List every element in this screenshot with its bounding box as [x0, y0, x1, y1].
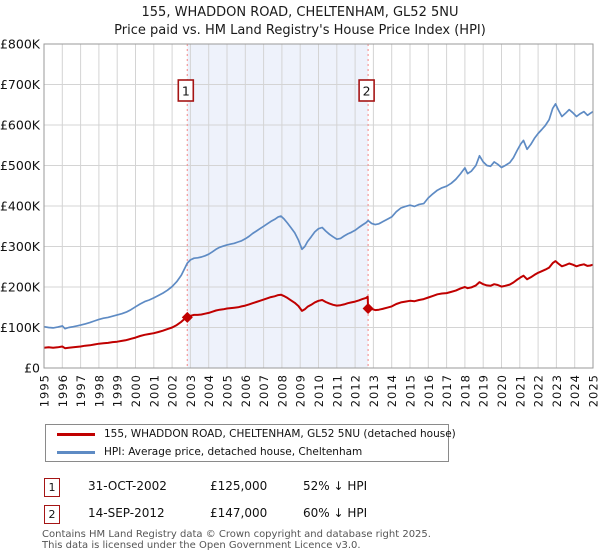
hpi-line [43, 103, 594, 330]
sale-marker-diamond [362, 303, 374, 314]
x-axis-tick-label: 2000 [129, 374, 143, 407]
x-axis-tick-label: 1998 [92, 374, 106, 407]
sale-marker-diamond [181, 311, 193, 323]
transaction-2-number: 2 [44, 505, 60, 524]
red-line-swatch [57, 432, 95, 436]
sale-number-label: 1 [182, 84, 190, 99]
plot-border [43, 43, 594, 369]
x-axis-tick-label: 2003 [184, 374, 198, 407]
legend-item-hpi: HPI: Average price, detached house, Chel… [46, 443, 448, 461]
x-axis-tick-label: 2020 [495, 374, 509, 407]
sale-number-box [358, 79, 375, 102]
x-axis-tick-label: 2012 [349, 374, 363, 407]
y-axis-tick-label: £0 [24, 361, 40, 376]
legend-label-hpi: HPI: Average price, detached house, Chel… [104, 446, 363, 458]
x-axis-tick-label: 2025 [587, 374, 600, 407]
y-axis-tick-label: £700K [0, 77, 41, 92]
x-axis-tick-label: 1995 [38, 374, 52, 407]
transaction-2-hpi-diff: 60% ↓ HPI [303, 506, 368, 520]
price-paid-line [43, 260, 594, 350]
x-axis-tick-label: 2021 [513, 374, 527, 407]
x-axis-tick-label: 2017 [440, 374, 454, 407]
x-axis-tick-label: 2023 [550, 374, 564, 407]
x-axis-tick-label: 2002 [166, 374, 180, 407]
x-axis-tick-label: 2009 [294, 374, 308, 407]
copyright-line-2: This data is licensed under the Open Gov… [42, 540, 361, 551]
legend-item-property: 155, WHADDON ROAD, CHELTENHAM, GL52 5NU … [46, 425, 456, 443]
sale-number-box [177, 79, 195, 102]
y-axis-tick-label: £500K [0, 158, 41, 173]
x-axis-tick-label: 2022 [532, 374, 546, 407]
transaction-1-date: 31-OCT-2002 [88, 479, 167, 493]
copyright-line-1: Contains HM Land Registry data © Crown c… [42, 529, 431, 540]
x-axis-tick-label: 2019 [477, 374, 491, 407]
x-axis-tick-label: 2011 [330, 374, 344, 407]
x-axis-tick-label: 2004 [202, 374, 216, 407]
x-axis-tick-label: 2024 [568, 374, 582, 407]
x-axis-tick-label: 2016 [422, 374, 436, 407]
y-axis-tick-label: £100K [0, 320, 41, 335]
y-axis-tick-label: £300K [0, 239, 41, 254]
x-axis-tick-label: 2001 [147, 374, 161, 407]
y-axis-tick-label: £600K [0, 118, 41, 133]
sale-number-label: 2 [363, 84, 371, 99]
transaction-1-number: 1 [44, 478, 60, 497]
x-axis-tick-label: 2006 [239, 374, 253, 407]
price-history-chart: 1 2 £0 £100K £200K £300K £400K £500K £600K £700K £… [0, 37, 600, 408]
legend-label-property: 155, WHADDON ROAD, CHELTENHAM, GL52 5NU … [104, 428, 456, 440]
x-axis-tick-label: 2015 [404, 374, 418, 407]
x-axis-tick-label: 1997 [74, 374, 88, 407]
x-axis-tick-label: 2008 [275, 374, 289, 407]
transaction-2-date: 14-SEP-2012 [88, 506, 165, 520]
page-subtitle: Price paid vs. HM Land Registry's House … [114, 23, 486, 38]
transaction-1-hpi-diff: 52% ↓ HPI [303, 479, 368, 493]
x-axis-tick-label: 2010 [312, 374, 326, 407]
y-axis-tick-label: £800K [0, 37, 41, 52]
x-axis-tick-label: 2013 [367, 374, 381, 407]
blue-line-swatch [57, 450, 95, 454]
page-title: 155, WHADDON ROAD, CHELTENHAM, GL52 5NU [141, 5, 459, 20]
chart-legend: 155, WHADDON ROAD, CHELTENHAM, GL52 5NU … [45, 424, 456, 462]
x-axis-tick-label: 2018 [458, 374, 472, 407]
transaction-2-price: £147,000 [210, 506, 268, 520]
x-axis-tick-label: 1999 [111, 374, 125, 407]
transaction-1-price: £125,000 [210, 479, 268, 493]
x-axis-tick-label: 2005 [221, 374, 235, 407]
x-axis-tick-label: 2014 [385, 374, 399, 407]
y-axis-tick-label: £400K [0, 199, 41, 214]
y-axis-tick-label: £200K [0, 280, 41, 295]
x-axis-tick-label: 2007 [257, 374, 271, 407]
x-axis-tick-label: 1996 [56, 374, 70, 407]
